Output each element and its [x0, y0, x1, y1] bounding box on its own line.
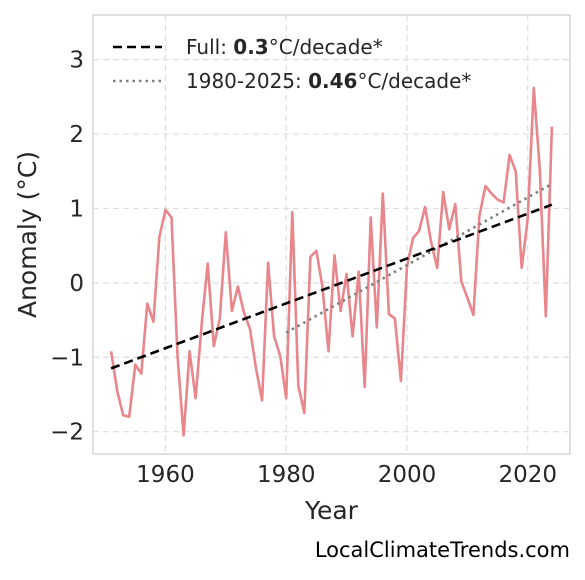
full-trend-line: [110, 203, 553, 370]
y-tick-label: 3: [69, 48, 84, 74]
anomaly-line: [109, 86, 554, 437]
y-tick-label: 1: [69, 196, 84, 222]
y-tick-label: −2: [50, 420, 84, 446]
legend-full-suffix: °C/decade*: [269, 35, 383, 59]
legend-full-label: Full: 0.3°C/decade*: [186, 35, 383, 59]
legend: Full: 0.3°C/decade* 1980-2025: 0.46°C/de…: [113, 35, 471, 93]
x-tick-label: 1980: [257, 462, 316, 488]
watermark: LocalClimateTrends.com: [314, 538, 570, 562]
x-axis-label: Year: [304, 496, 359, 525]
tick-labels: 1960 1980 2000 2020 −2 −1 0 1 2 3: [50, 48, 557, 488]
legend-recent-value: 0.46: [308, 69, 357, 93]
y-tick-label: 2: [69, 122, 84, 148]
legend-full-value: 0.3: [233, 35, 268, 59]
legend-full-prefix: Full:: [186, 35, 233, 59]
y-tick-label: 0: [69, 271, 84, 297]
x-tick-label: 2020: [498, 462, 557, 488]
x-tick-label: 2000: [378, 462, 437, 488]
data-series: [109, 86, 554, 437]
legend-recent-label: 1980-2025: 0.46°C/decade*: [186, 69, 471, 93]
x-tick-label: 1960: [136, 462, 195, 488]
recent-trend-line: [285, 182, 553, 334]
legend-recent-prefix: 1980-2025:: [186, 69, 308, 93]
y-axis-label: Anomaly (°C): [13, 151, 42, 318]
y-tick-label: −1: [50, 345, 84, 371]
legend-recent-suffix: °C/decade*: [357, 69, 471, 93]
